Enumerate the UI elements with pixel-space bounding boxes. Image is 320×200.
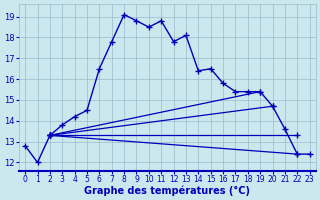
X-axis label: Graphe des températures (°C): Graphe des températures (°C) <box>84 185 250 196</box>
